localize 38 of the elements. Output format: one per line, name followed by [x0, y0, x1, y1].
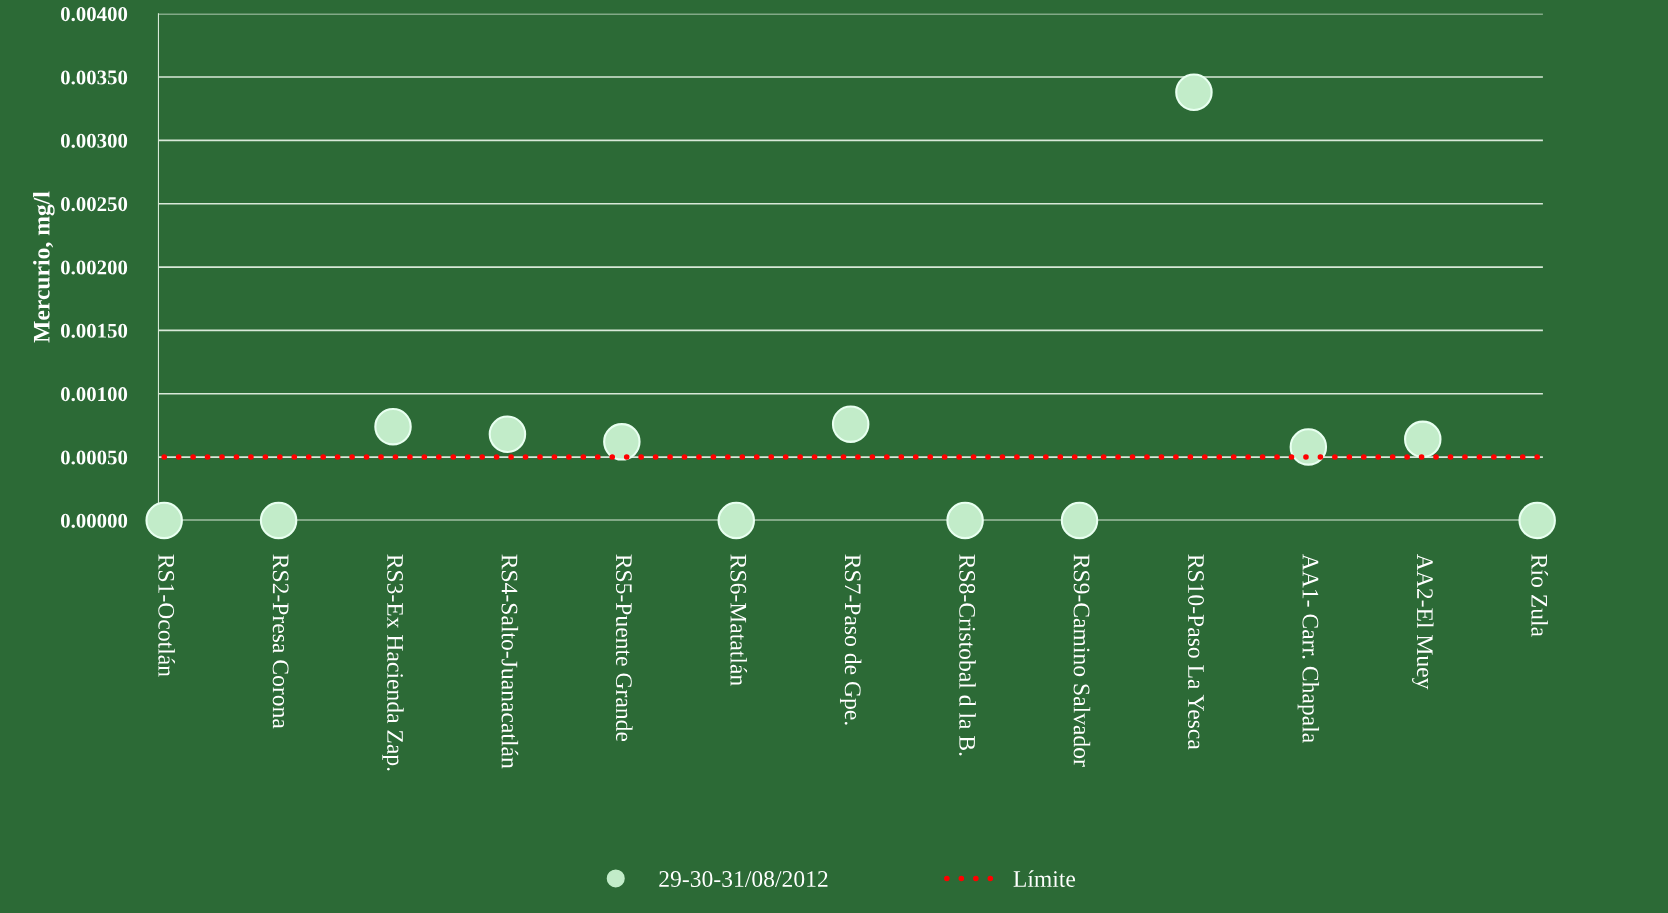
x-tick-label: RS8-Cristobal d la B. — [959, 554, 976, 756]
point — [259, 501, 298, 540]
y-tick-label: 0.00250 — [60, 197, 128, 212]
x-tick-label: AA2-El Muey — [1412, 553, 1434, 690]
y-tick-label: 0.00100 — [60, 387, 128, 402]
point — [488, 415, 527, 454]
y-tick-label: 0.00150 — [60, 323, 128, 338]
point — [1404, 420, 1442, 459]
point — [1175, 73, 1213, 111]
y-tick-label: 0.00200 — [60, 260, 128, 275]
legend-label: 29-30-31/08/2012 — [659, 871, 828, 887]
point — [145, 501, 183, 540]
y-tick-label: 0.00300 — [60, 133, 128, 148]
x-tick-label: RS6-Matatlán — [730, 554, 747, 686]
point — [831, 405, 870, 443]
legend-label: Límite — [1013, 870, 1076, 887]
x-tick-label: RS7-Paso de Gpe. — [839, 554, 862, 725]
point — [1518, 501, 1556, 540]
x-tick-label: RS4-Salto-Juanacatlán — [501, 554, 519, 769]
point — [603, 423, 641, 461]
y-axis-title: Mercurio, mg/l — [33, 191, 55, 343]
x-tick-label: RS10-Paso La Yesca — [1188, 554, 1204, 750]
point — [374, 407, 412, 446]
x-tick-label: AA1- Carr. Chapala — [1297, 553, 1320, 743]
x-tick-label: RS1-Ocotlán — [158, 554, 175, 677]
x-tick-label: RS2-Presa Corona — [272, 554, 289, 729]
y-tick-label: 0.00050 — [60, 450, 128, 465]
y-tick-label: 0.00400 — [60, 7, 128, 22]
point — [1060, 501, 1099, 540]
x-tick-label: Río Zula — [1531, 554, 1548, 637]
y-tick-label: 0.00000 — [60, 513, 128, 528]
point — [717, 501, 756, 540]
x-tick-label: RS5-Puente Grande — [615, 554, 633, 742]
point — [946, 501, 984, 540]
y-tick-label: 0.00350 — [60, 70, 128, 85]
x-tick-label: RS3-Ex Hacienda Zap. — [382, 554, 404, 771]
x-tick-label: RS9-Camino Salvador — [1073, 554, 1091, 767]
point — [1289, 428, 1328, 466]
